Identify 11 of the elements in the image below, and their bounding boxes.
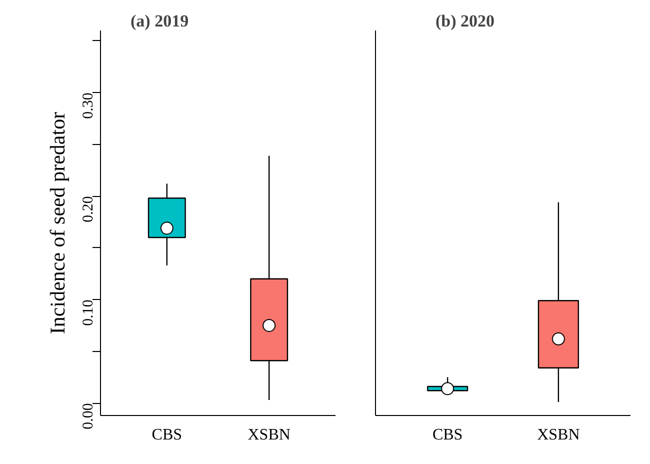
- x-tick-label: CBS: [432, 426, 463, 444]
- y-tick-label: 0.30: [80, 92, 96, 119]
- chart-title: (b) 2020: [436, 12, 495, 30]
- y-tick-label: 0.00: [80, 403, 96, 430]
- y-tick-label: 0.20: [80, 196, 96, 222]
- y-tick-label: 0.10: [80, 300, 96, 326]
- y-axis-title: Incidence of seed predator: [46, 112, 70, 334]
- x-tick-label: CBS: [152, 426, 182, 444]
- x-tick-label: XSBN: [248, 426, 291, 444]
- chart-title: (a) 2019: [130, 12, 189, 30]
- x-tick-label: XSBN: [537, 426, 580, 444]
